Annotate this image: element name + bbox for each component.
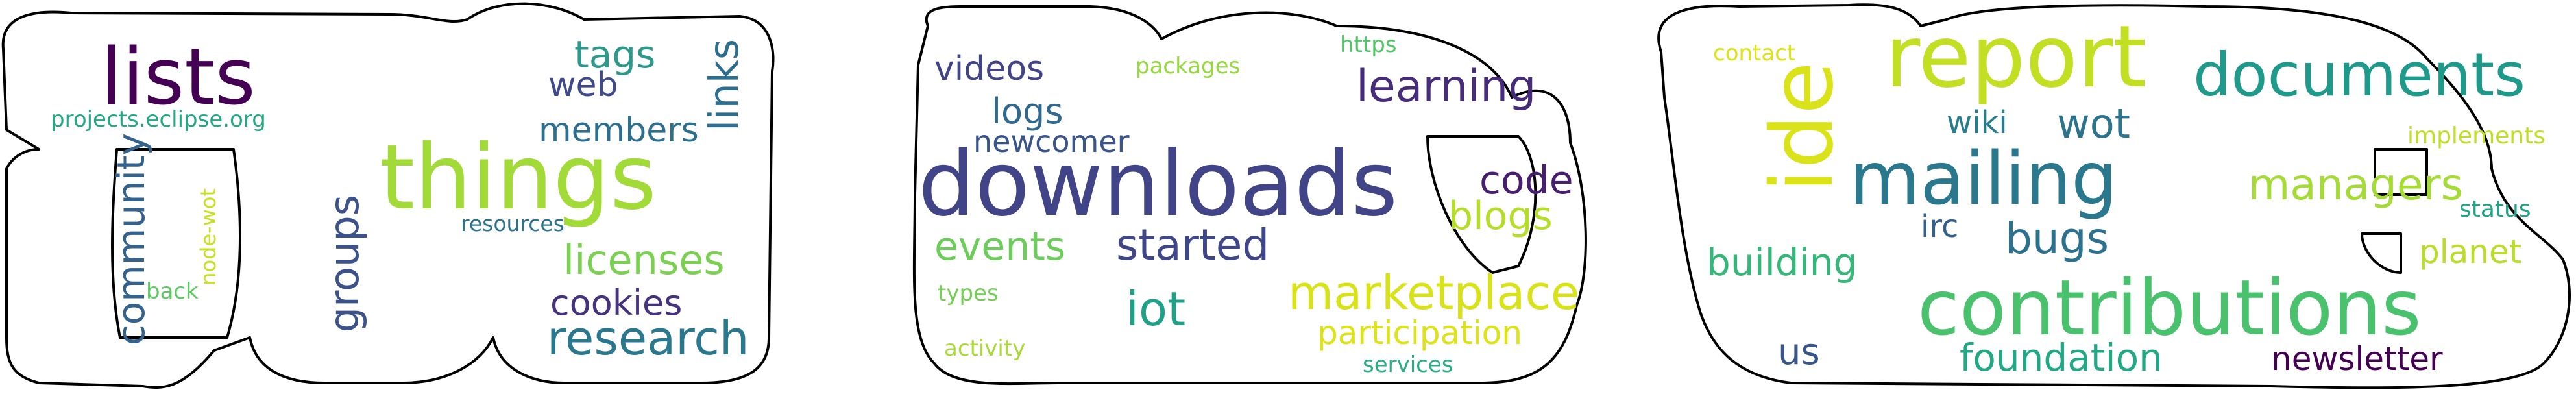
word-documents: documents: [2193, 40, 2526, 110]
word-cookies: cookies: [550, 282, 683, 323]
word-research: research: [547, 311, 749, 365]
word-wiki: wiki: [1947, 104, 2008, 141]
word-report: report: [1885, 7, 2147, 107]
word-implements: implements: [2407, 123, 2546, 149]
word-contributions: contributions: [1917, 263, 2422, 352]
word-videos: videos: [934, 49, 1045, 88]
word-tags: tags: [574, 32, 656, 77]
word-foundation: foundation: [1960, 336, 2163, 380]
word-bugs: bugs: [2005, 214, 2109, 264]
word-newcomer: newcomer: [973, 124, 1130, 159]
letter-l-small-outline: [2361, 232, 2402, 274]
word-learning: learning: [1356, 61, 1537, 112]
word-activity: activity: [944, 336, 1026, 362]
word-community: community: [109, 133, 153, 346]
word-members: members: [539, 111, 699, 150]
letter-d-inner-outline: [1426, 135, 1537, 274]
word-code: code: [1479, 158, 1574, 203]
word-status: status: [2459, 196, 2531, 223]
word-logs: logs: [991, 91, 1063, 132]
word-links: links: [700, 39, 747, 131]
word-packages: packages: [1136, 53, 1241, 79]
word-back: back: [146, 278, 199, 304]
word-started: started: [1116, 220, 1270, 270]
letter-l-inner-outline: [2374, 148, 2428, 196]
word-ide: ide: [1753, 62, 1853, 193]
word-resources: resources: [461, 211, 565, 236]
word-irc: irc: [1921, 208, 1959, 245]
word-planet: planet: [2419, 233, 2522, 271]
word-events: events: [934, 224, 1066, 269]
word-building: building: [1707, 240, 1858, 284]
word-https: https: [1340, 32, 1397, 58]
word-node-wot: node-wot: [196, 188, 221, 286]
word-mailing: mailing: [1849, 137, 2118, 221]
word-projects-eclipse-org: projects.eclipse.org: [51, 106, 266, 132]
word-managers: managers: [2248, 160, 2464, 210]
word-things: things: [380, 125, 657, 230]
letter-t-stem-outline: [111, 148, 241, 339]
word-lists: lists: [101, 32, 256, 123]
word-downloads: downloads: [918, 132, 1398, 236]
word-contact: contact: [1713, 40, 1796, 66]
word-groups: groups: [321, 195, 368, 333]
word-participation: participation: [1317, 314, 1522, 352]
word-types: types: [938, 280, 999, 306]
word-newsletter: newsletter: [2271, 340, 2443, 378]
word-us: us: [1778, 331, 1820, 373]
letter-l-outline: [1657, 3, 2571, 389]
word-licenses: licenses: [563, 236, 725, 284]
word-wot: wot: [2057, 100, 2130, 147]
word-iot: iot: [1126, 282, 1186, 336]
word-marketplace: marketplace: [1288, 265, 1580, 320]
word-web: web: [548, 66, 618, 104]
word-services: services: [1363, 352, 1453, 378]
word-blogs: blogs: [1448, 193, 1553, 239]
letter-d-outline: [912, 5, 1587, 386]
